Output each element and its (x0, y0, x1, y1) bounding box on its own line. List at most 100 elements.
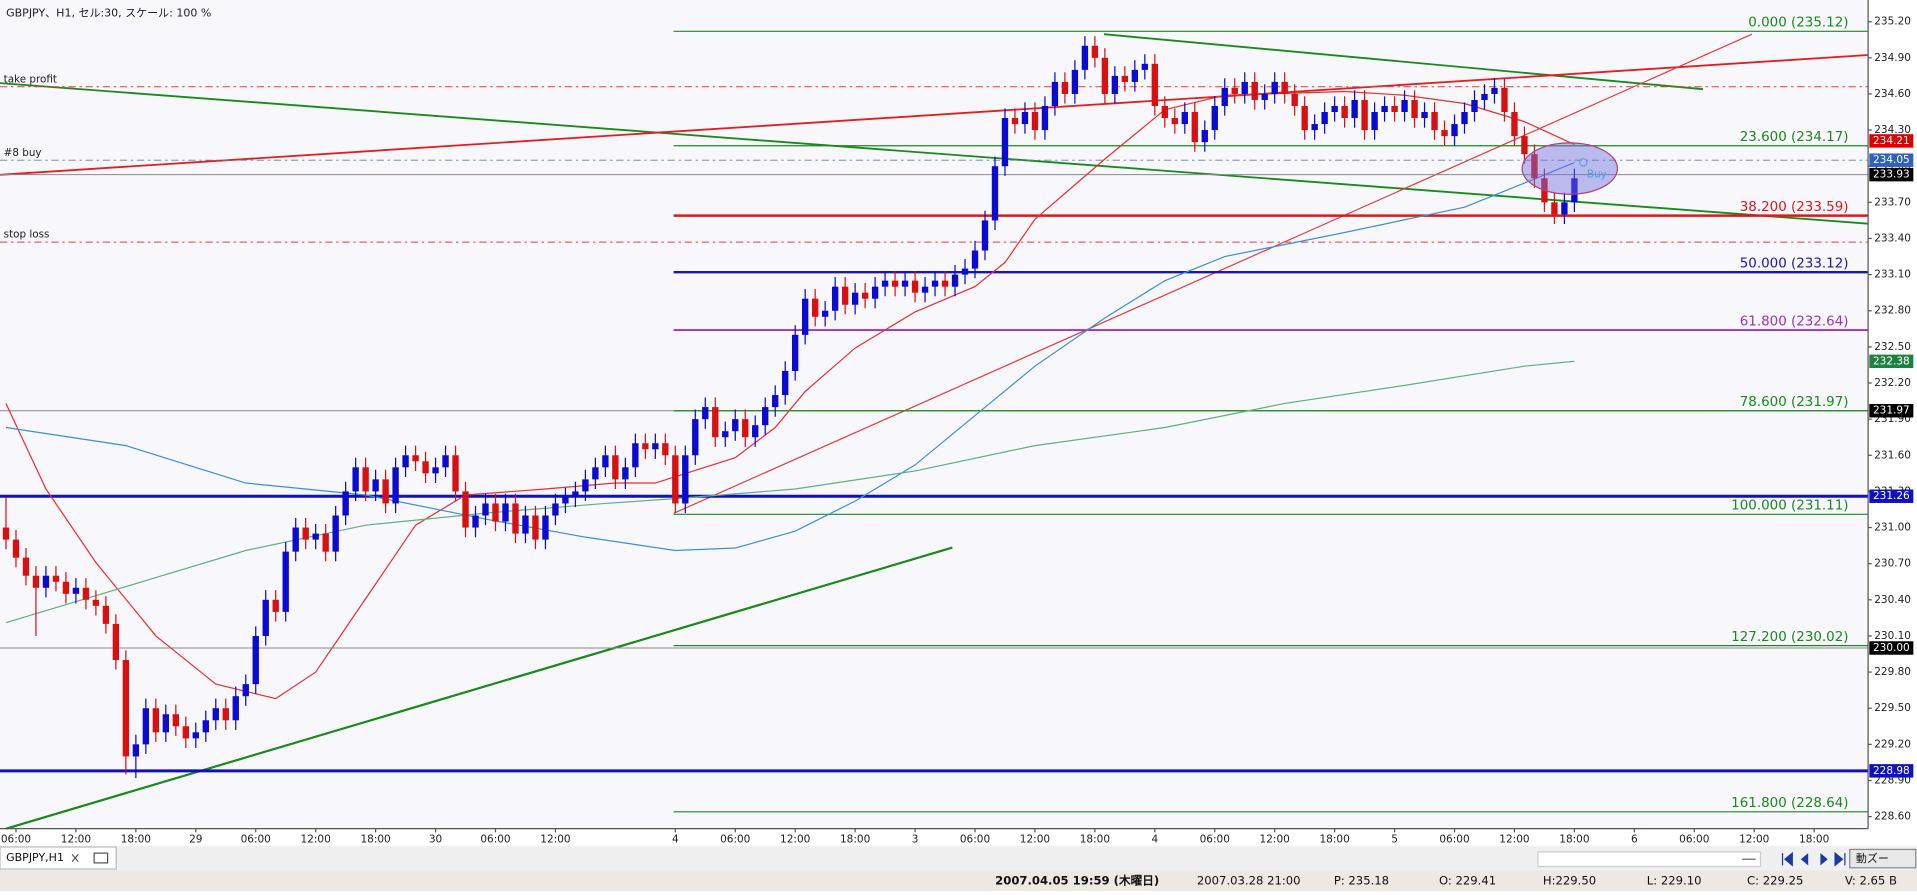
price-tag-label: 233.93 (1873, 169, 1910, 181)
y-tick-label: 234.60 (1874, 88, 1911, 100)
candle-body (32, 575, 40, 588)
candle-body (921, 286, 929, 293)
candle-body (1041, 105, 1049, 131)
price-tag (1869, 489, 1914, 503)
candle-body (332, 515, 339, 552)
candle-body (1111, 75, 1119, 94)
candle-body (1481, 93, 1488, 100)
auto-zoom-button[interactable] (1849, 848, 1917, 869)
candle-body (1101, 57, 1109, 94)
candle-body (452, 455, 459, 492)
candle-body (102, 605, 110, 624)
price-tag-label: 228.98 (1873, 765, 1910, 777)
candle-body (62, 581, 70, 594)
tab-close-icon[interactable] (71, 853, 79, 863)
x-tick-label: 18:00 (1080, 834, 1110, 846)
fib-label: 50.000 (233.12) (1740, 257, 1849, 272)
x-tick-label: 30 (429, 834, 442, 846)
candle-body (831, 286, 839, 311)
candle-body (522, 515, 529, 534)
candle-body (532, 515, 539, 540)
candle-body (12, 539, 20, 558)
x-tick-label: 5 (1391, 834, 1398, 846)
candle-body (1181, 112, 1188, 125)
nav-last[interactable] (1834, 851, 1846, 867)
candle-body (1441, 130, 1448, 137)
candle-body (931, 280, 939, 287)
candle-body (122, 660, 130, 757)
y-tick-label: 233.40 (1874, 232, 1911, 244)
chart-content: take profit #8 buy stop loss 0.000 (235.12)… (0, 16, 1914, 846)
candle-body (1401, 99, 1408, 113)
nav-first[interactable] (1781, 851, 1793, 867)
candle-body (692, 419, 699, 456)
y-tick-label: 232.50 (1874, 341, 1911, 353)
candle-body (1411, 99, 1418, 119)
tab-float-icon[interactable] (93, 852, 109, 864)
candle-body (712, 407, 719, 438)
chart-tab-title: GBPJPY,H1 (6, 851, 64, 864)
price-tag (1869, 134, 1914, 148)
y-tick-label: 229.50 (1874, 702, 1911, 714)
candle-body (1331, 105, 1338, 113)
x-tick-label: 06:00 (1, 834, 31, 846)
nav-prev[interactable] (1800, 853, 1809, 866)
x-tick-label: 3 (912, 834, 919, 846)
candle-body (192, 732, 199, 739)
x-tick-label: 18:00 (1320, 834, 1350, 846)
candle-body (1241, 81, 1248, 94)
x-tick-label: 4 (1151, 834, 1158, 846)
candle-body (752, 425, 759, 438)
status-bar-time: 2007.03.28 21:00 (1197, 874, 1301, 888)
candle-body (1151, 63, 1159, 106)
chart-header: GBPJPY、H1, セル:30, スケール: 100 % (6, 6, 211, 19)
candle-body (1571, 178, 1578, 203)
status-low: L: 229.10 (1647, 874, 1702, 888)
y-tick-label: 235.20 (1874, 16, 1911, 28)
candle-body (1161, 105, 1168, 119)
candle-body (242, 684, 249, 697)
y-tick-label: 231.00 (1874, 522, 1911, 534)
candle-body (961, 268, 969, 275)
x-tick-label: 18:00 (1799, 834, 1829, 846)
x-tick-label: 12:00 (1020, 834, 1050, 846)
nav-next[interactable] (1820, 853, 1828, 866)
y-tick-label: 231.90 (1874, 413, 1911, 425)
candle-body (142, 708, 150, 745)
candle-body (132, 744, 140, 757)
candle-body (222, 708, 229, 721)
x-tick-label: 06:00 (1439, 834, 1469, 846)
y-tick-label: 232.80 (1874, 305, 1911, 317)
level-label: take profit (4, 73, 57, 85)
candle-body (802, 298, 809, 335)
fib-label: 0.000 (235.12) (1748, 16, 1848, 31)
candle-body (772, 395, 779, 408)
candle-body (72, 587, 80, 594)
chart-tab[interactable] (0, 846, 117, 870)
candle-body (1351, 99, 1358, 119)
candle-body (462, 491, 469, 528)
y-tick-label: 230.70 (1874, 558, 1911, 570)
candle-body (1121, 75, 1129, 82)
candle-body (991, 166, 999, 221)
price-tag (1869, 764, 1914, 778)
candle-body (272, 599, 279, 612)
candle-body (1381, 105, 1388, 113)
candle-body (592, 467, 599, 480)
candle-body (402, 455, 409, 468)
candle-body (432, 467, 439, 474)
candle-body (1221, 87, 1228, 106)
x-tick-label: 12:00 (61, 834, 91, 846)
candle-body (821, 310, 829, 317)
candle-body (162, 714, 170, 733)
scrollbar[interactable] (1537, 851, 1762, 868)
status-datetime: 2007.04.05 19:59 (木曜日) (995, 874, 1159, 888)
candle-body (562, 497, 569, 504)
candle-body (762, 407, 769, 426)
candle-body (732, 419, 739, 432)
candle-body (1141, 63, 1149, 70)
candle-body (642, 443, 649, 450)
candle-body (112, 623, 120, 661)
candle-body (1451, 124, 1458, 137)
